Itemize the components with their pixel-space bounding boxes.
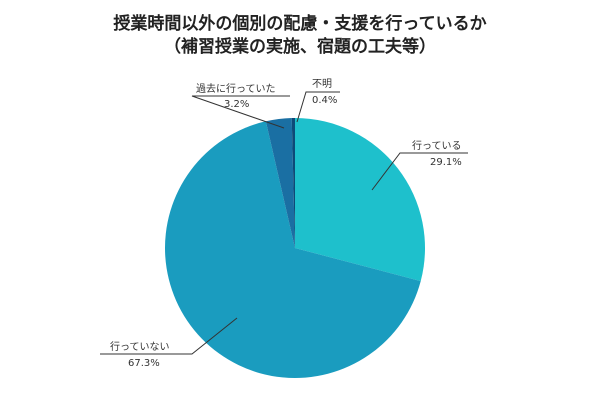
chart-subtitle: （補習授業の実施、宿題の工夫等） xyxy=(164,36,436,57)
pie-slice xyxy=(165,121,421,379)
slice-label: 行っている xyxy=(412,139,462,152)
pie-slice xyxy=(295,118,425,282)
value-label: 3.2% xyxy=(224,99,249,110)
value-label: 29.1% xyxy=(430,157,462,168)
chart-title: 授業時間以外の個別の配慮・支援を行っているか xyxy=(113,13,486,34)
leader-line xyxy=(191,95,290,129)
leader-line xyxy=(296,91,340,123)
leader-line xyxy=(100,317,238,355)
slice-label: 過去に行っていた xyxy=(196,82,276,95)
pie-slice xyxy=(265,118,295,249)
value-label: 0.4% xyxy=(312,95,337,106)
value-label: 67.3% xyxy=(128,358,160,369)
pie-slice xyxy=(291,118,295,248)
slice-label: 不明 xyxy=(312,78,332,90)
leader-line xyxy=(371,152,468,191)
slice-label: 行っていない xyxy=(110,340,170,353)
